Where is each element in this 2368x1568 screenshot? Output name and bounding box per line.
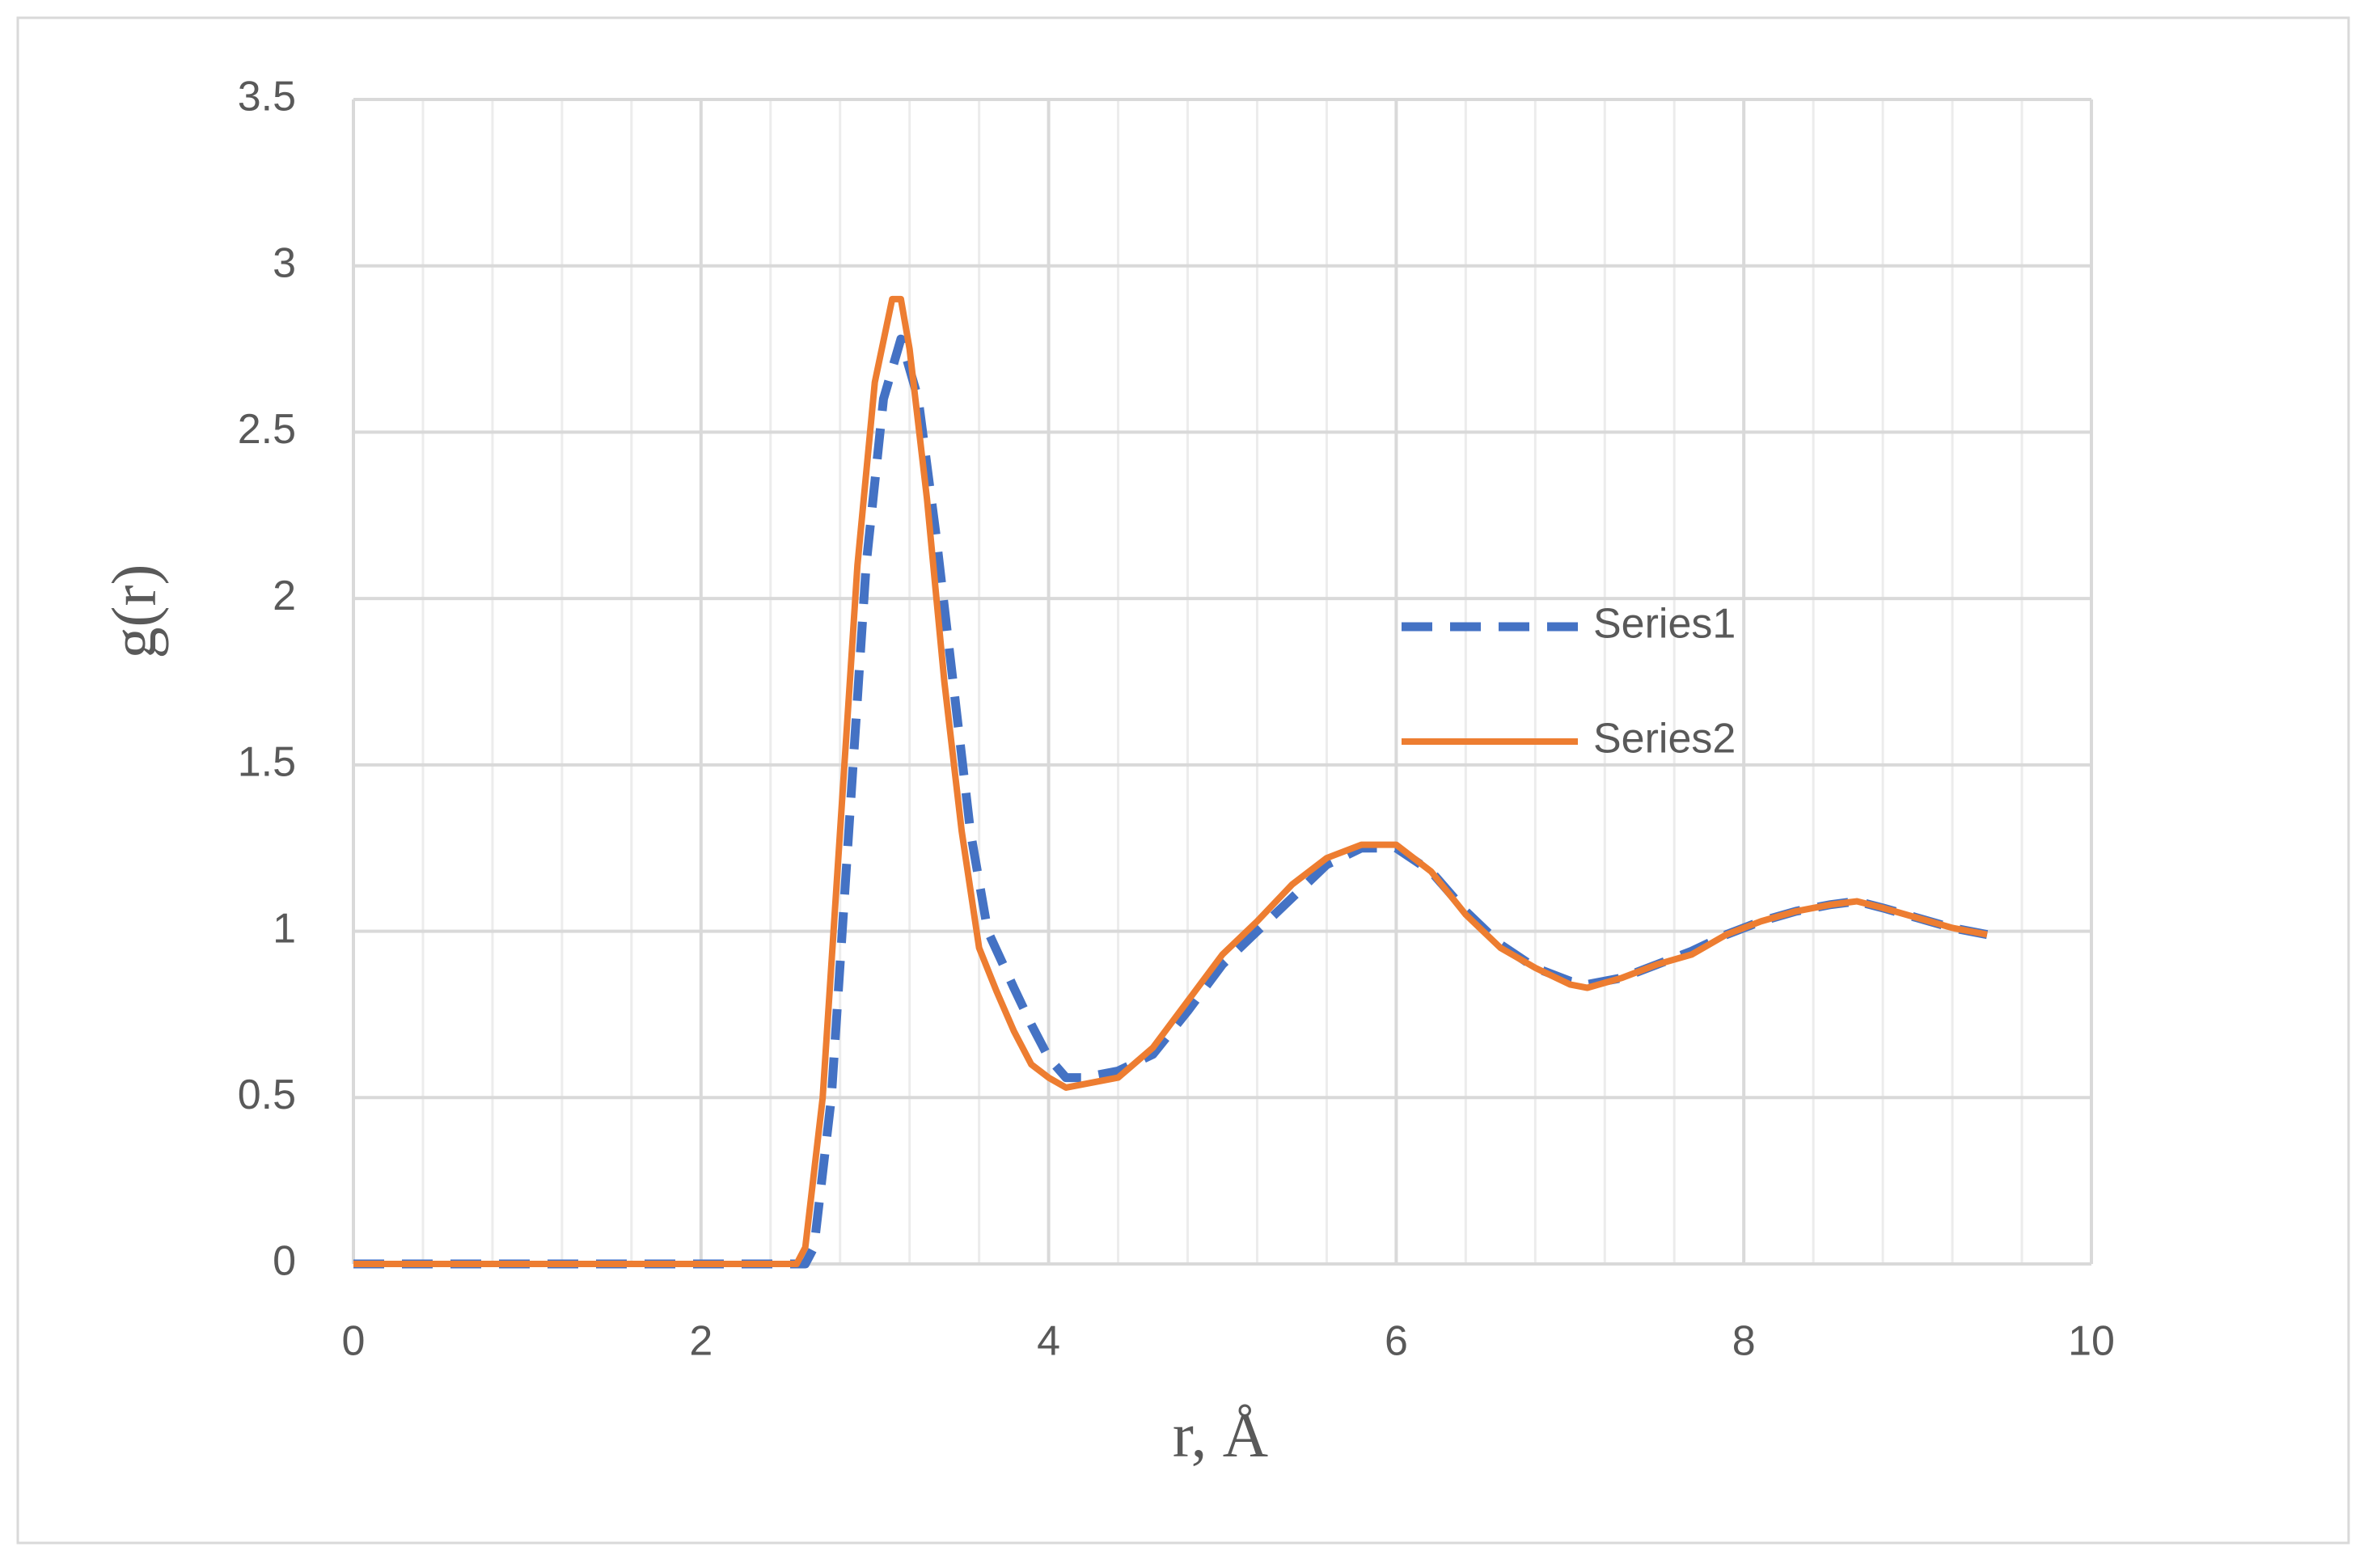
- y-tick-label: 1: [273, 905, 296, 952]
- y-axis-title: g(r): [99, 564, 169, 659]
- chart-border: [16, 16, 2350, 1545]
- y-tick-label: 2: [273, 573, 296, 619]
- y-tick-label: 0.5: [238, 1071, 296, 1118]
- data-line: [353, 295, 1988, 1267]
- x-axis-title: r, Å: [1173, 1400, 1268, 1470]
- x-tick-label: 2: [689, 1318, 713, 1365]
- x-tick-label: 6: [1385, 1318, 1408, 1365]
- x-tick-label: 4: [1037, 1318, 1060, 1365]
- x-tick-label: 8: [1732, 1318, 1756, 1365]
- legend-label: Series2: [1593, 716, 1736, 763]
- legend-label: Series1: [1593, 601, 1736, 648]
- x-tick-label: 0: [342, 1318, 366, 1365]
- y-tick-label: 3.5: [238, 74, 296, 120]
- y-tick-label: 1.5: [238, 739, 296, 786]
- x-tick-label: 10: [2068, 1318, 2115, 1365]
- y-tick-label: 2.5: [238, 406, 296, 453]
- y-tick-label: 3: [273, 239, 296, 286]
- y-tick-label: 0: [273, 1238, 296, 1285]
